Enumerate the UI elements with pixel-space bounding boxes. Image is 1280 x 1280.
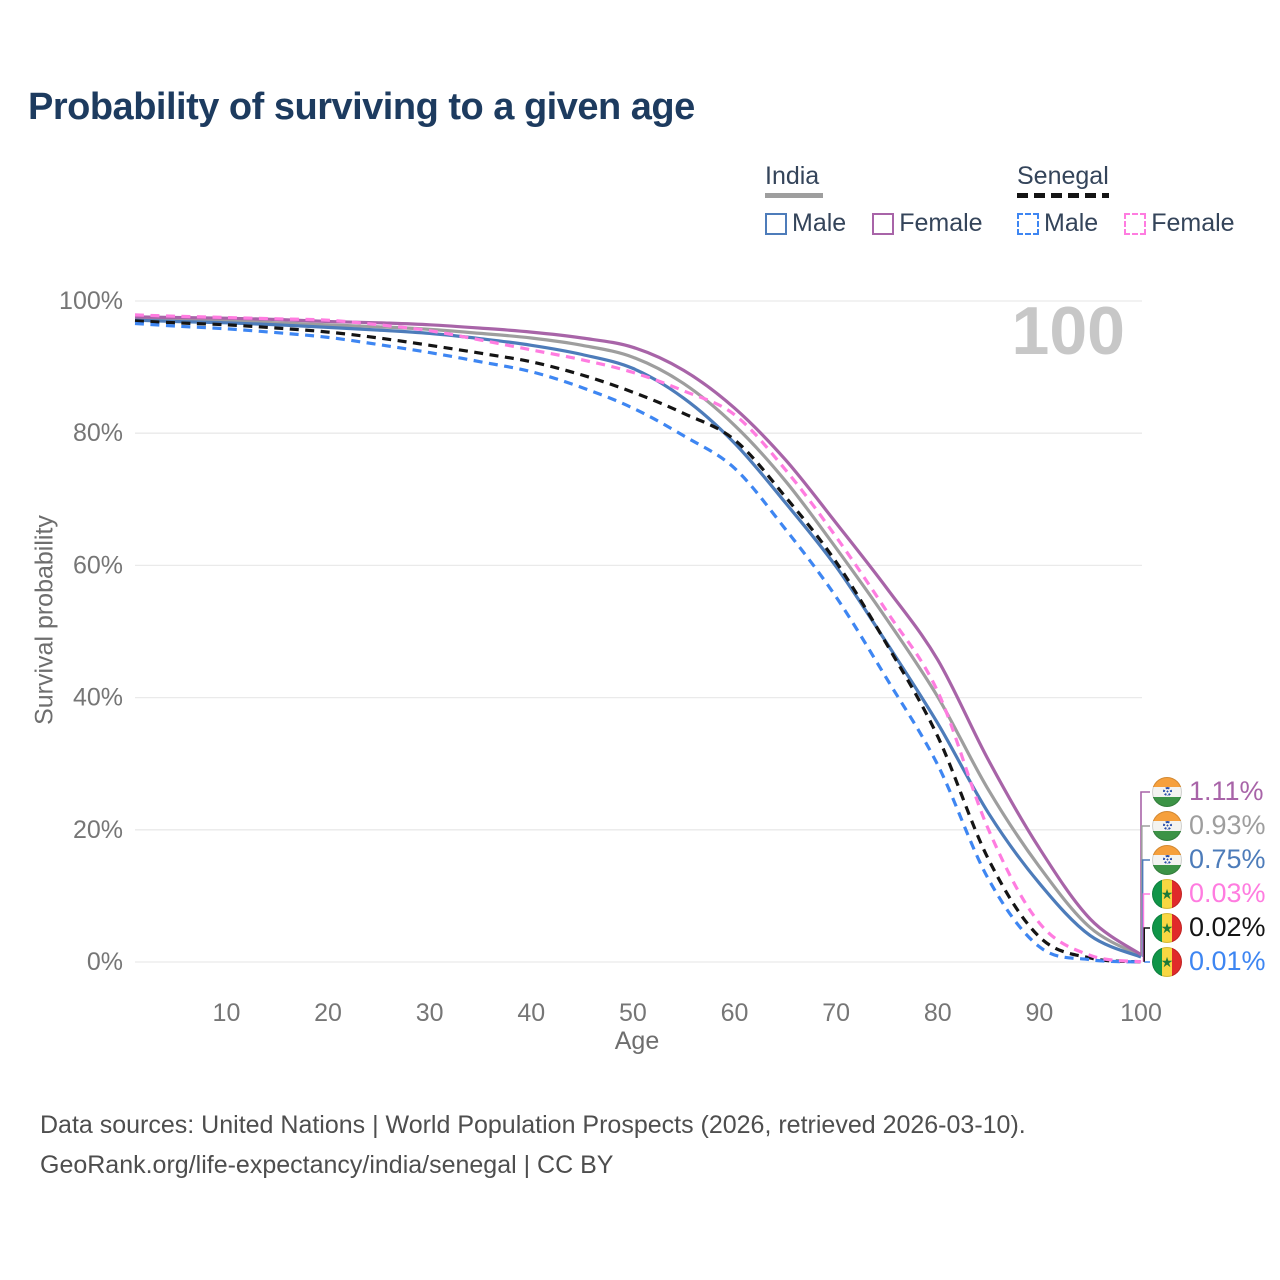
y-tick-label: 20% (73, 816, 123, 844)
end-label-india_female: 1.11% (1152, 776, 1264, 807)
senegal-flag-icon (1152, 878, 1182, 909)
y-tick-label: 40% (73, 684, 123, 712)
footer-attribution: GeoRank.org/life-expectancy/india/senega… (40, 1151, 614, 1179)
end-label-value: 0.01% (1189, 946, 1266, 976)
end-label-india_total: 0.93% (1152, 810, 1266, 841)
series-line-senegal_female (134, 313, 1142, 964)
y-tick-label: 80% (73, 419, 123, 447)
end-label-value: 0.75% (1189, 844, 1266, 874)
x-axis-title: Age (614, 1027, 660, 1055)
india-male-swatch (765, 212, 787, 235)
end-label-senegal_total: 0.02% (1152, 912, 1266, 943)
hover-age-watermark: 100 (1011, 293, 1125, 369)
series-line-india_total (134, 317, 1142, 958)
end-label-value: 0.93% (1189, 810, 1266, 840)
series-line-senegal_male (134, 321, 1142, 964)
x-tick-label: 30 (416, 999, 444, 1027)
legend-group-india: India Male Female (765, 163, 983, 238)
page-title: Probability of surviving to a given age (28, 86, 695, 128)
legend-item-label: Male (792, 209, 847, 238)
legend-group-india-title: India (765, 162, 820, 190)
legend-item-senegal-female[interactable]: Female (1124, 209, 1235, 238)
legend-item-label: Male (1044, 209, 1099, 238)
x-tick-label: 10 (213, 999, 241, 1027)
legend-group-senegal-title: Senegal (1017, 162, 1109, 190)
india-female-swatch (872, 212, 895, 235)
series-line-india_male (134, 318, 1142, 959)
india-total-line-swatch (765, 193, 823, 199)
end-label-senegal_male: 0.01% (1152, 946, 1266, 977)
x-tick-label: 100 (1120, 999, 1162, 1027)
india-flag-icon (1152, 776, 1182, 807)
senegal-flag-icon (1152, 946, 1182, 977)
series-line-india_female (134, 315, 1142, 957)
y-tick-label: 100% (59, 287, 123, 315)
legend-item-label: Female (899, 209, 983, 238)
y-tick-label: 0% (87, 948, 123, 976)
senegal-female-swatch (1124, 212, 1147, 235)
legend-item-label: Female (1151, 209, 1235, 238)
footer: Data sources: United Nations | World Pop… (40, 1105, 1026, 1185)
x-tick-label: 90 (1025, 999, 1053, 1027)
x-tick-label: 20 (314, 999, 342, 1027)
senegal-flag-icon (1152, 912, 1182, 943)
footer-sources: Data sources: United Nations | World Pop… (40, 1111, 1026, 1139)
end-label-value: 0.02% (1189, 912, 1266, 942)
x-tick-label: 50 (619, 999, 647, 1027)
x-tick-label: 60 (721, 999, 749, 1027)
legend-item-india-female[interactable]: Female (872, 209, 983, 238)
legend-group-senegal: Senegal Male Female (1017, 163, 1235, 238)
end-label-india_male: 0.75% (1152, 844, 1266, 875)
india-flag-icon (1152, 810, 1182, 841)
india-flag-icon (1152, 844, 1182, 875)
senegal-total-line-swatch (1017, 193, 1109, 199)
legend-item-india-male[interactable]: Male (765, 209, 846, 238)
end-label-connector-senegal_total (1143, 927, 1150, 962)
x-tick-label: 80 (924, 999, 952, 1027)
x-tick-label: 40 (517, 999, 545, 1027)
x-tick-label: 70 (822, 999, 850, 1027)
y-tick-label: 60% (73, 551, 123, 579)
end-label-senegal_female: 0.03% (1152, 878, 1266, 909)
end-label-value: 1.11% (1189, 776, 1264, 806)
series-line-senegal_total (134, 319, 1142, 964)
legend-item-senegal-male[interactable]: Male (1017, 209, 1098, 238)
senegal-male-swatch (1017, 212, 1039, 235)
end-label-value: 0.03% (1189, 878, 1266, 908)
